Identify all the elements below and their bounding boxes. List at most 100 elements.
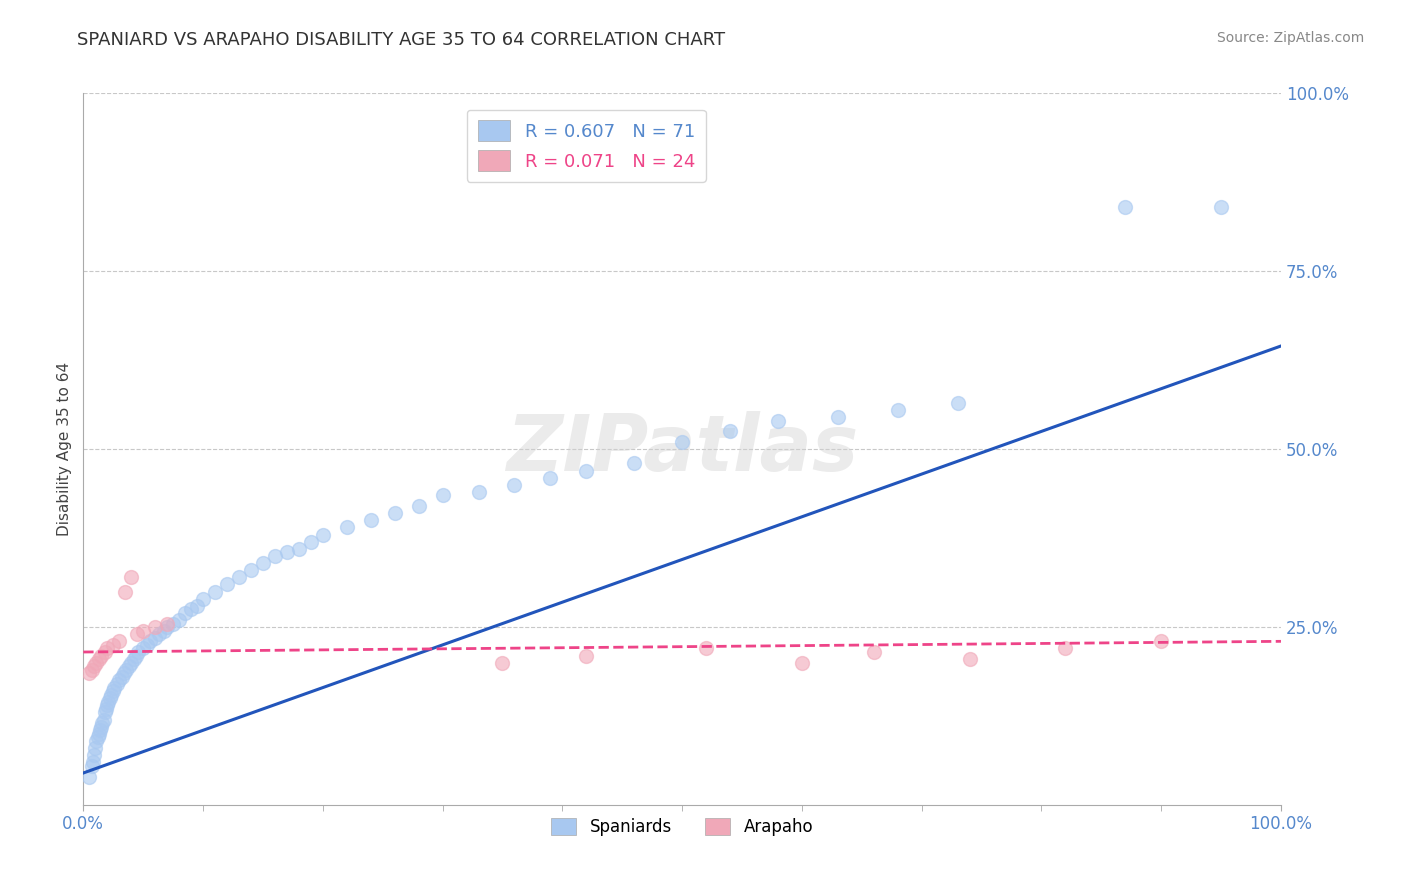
- Point: [110, 670, 132, 684]
- Text: ZIPatlas: ZIPatlas: [506, 411, 858, 487]
- Y-axis label: Disability Age 35 to 64: Disability Age 35 to 64: [58, 362, 72, 536]
- Point: [83, 659, 105, 673]
- Point: [87, 727, 110, 741]
- Point: [252, 556, 274, 570]
- Point: [96, 641, 118, 656]
- Point: [384, 506, 406, 520]
- Point: [191, 591, 214, 606]
- Point: [143, 631, 166, 645]
- Point: [86, 656, 108, 670]
- Point: [432, 488, 454, 502]
- Point: [162, 616, 184, 631]
- Point: [186, 599, 208, 613]
- Point: [96, 698, 118, 713]
- Point: [127, 645, 149, 659]
- Point: [93, 713, 115, 727]
- Point: [623, 457, 645, 471]
- Point: [103, 684, 125, 698]
- Point: [959, 652, 981, 666]
- Point: [360, 513, 382, 527]
- Point: [105, 677, 128, 691]
- Point: [575, 648, 598, 663]
- Point: [125, 648, 148, 663]
- Text: SPANIARD VS ARAPAHO DISABILITY AGE 35 TO 64 CORRELATION CHART: SPANIARD VS ARAPAHO DISABILITY AGE 35 TO…: [77, 31, 725, 49]
- Point: [766, 414, 789, 428]
- Point: [80, 663, 103, 677]
- Point: [946, 396, 969, 410]
- Point: [827, 410, 849, 425]
- Point: [122, 652, 145, 666]
- Point: [108, 634, 131, 648]
- Point: [276, 545, 298, 559]
- Point: [90, 648, 112, 663]
- Point: [112, 666, 135, 681]
- Point: [97, 695, 120, 709]
- Point: [139, 634, 162, 648]
- Point: [84, 741, 107, 756]
- Point: [671, 435, 693, 450]
- Point: [89, 723, 111, 738]
- Point: [790, 656, 813, 670]
- Point: [82, 756, 104, 770]
- Point: [98, 691, 121, 706]
- Point: [862, 645, 884, 659]
- Point: [120, 656, 142, 670]
- Point: [143, 620, 166, 634]
- Point: [575, 464, 598, 478]
- Point: [336, 520, 359, 534]
- Point: [94, 706, 117, 720]
- Point: [167, 613, 190, 627]
- Point: [118, 659, 141, 673]
- Point: [312, 527, 335, 541]
- Legend: Spaniards, Arapaho: Spaniards, Arapaho: [544, 812, 820, 843]
- Point: [135, 638, 157, 652]
- Point: [886, 403, 908, 417]
- Point: [215, 577, 238, 591]
- Point: [114, 584, 136, 599]
- Point: [695, 641, 717, 656]
- Point: [467, 484, 489, 499]
- Point: [132, 624, 155, 638]
- Text: Source: ZipAtlas.com: Source: ZipAtlas.com: [1216, 31, 1364, 45]
- Point: [264, 549, 287, 563]
- Point: [100, 688, 122, 702]
- Point: [228, 570, 250, 584]
- Point: [491, 656, 513, 670]
- Point: [174, 606, 197, 620]
- Point: [77, 666, 100, 681]
- Point: [86, 734, 108, 748]
- Point: [538, 470, 561, 484]
- Point: [115, 663, 138, 677]
- Point: [1209, 200, 1232, 214]
- Point: [204, 584, 226, 599]
- Point: [1054, 641, 1077, 656]
- Point: [86, 731, 108, 745]
- Point: [103, 638, 125, 652]
- Point: [718, 425, 741, 439]
- Point: [87, 652, 110, 666]
- Point: [408, 499, 430, 513]
- Point: [503, 477, 526, 491]
- Point: [127, 627, 149, 641]
- Point: [152, 624, 174, 638]
- Point: [1114, 200, 1136, 214]
- Point: [156, 620, 179, 634]
- Point: [180, 602, 202, 616]
- Point: [77, 770, 100, 784]
- Point: [148, 627, 170, 641]
- Point: [94, 702, 117, 716]
- Point: [156, 616, 179, 631]
- Point: [132, 641, 155, 656]
- Point: [83, 748, 105, 763]
- Point: [288, 541, 311, 556]
- Point: [80, 759, 103, 773]
- Point: [91, 716, 114, 731]
- Point: [120, 570, 142, 584]
- Point: [239, 563, 262, 577]
- Point: [1150, 634, 1173, 648]
- Point: [103, 681, 125, 695]
- Point: [299, 534, 322, 549]
- Point: [108, 673, 131, 688]
- Point: [90, 720, 112, 734]
- Point: [94, 645, 117, 659]
